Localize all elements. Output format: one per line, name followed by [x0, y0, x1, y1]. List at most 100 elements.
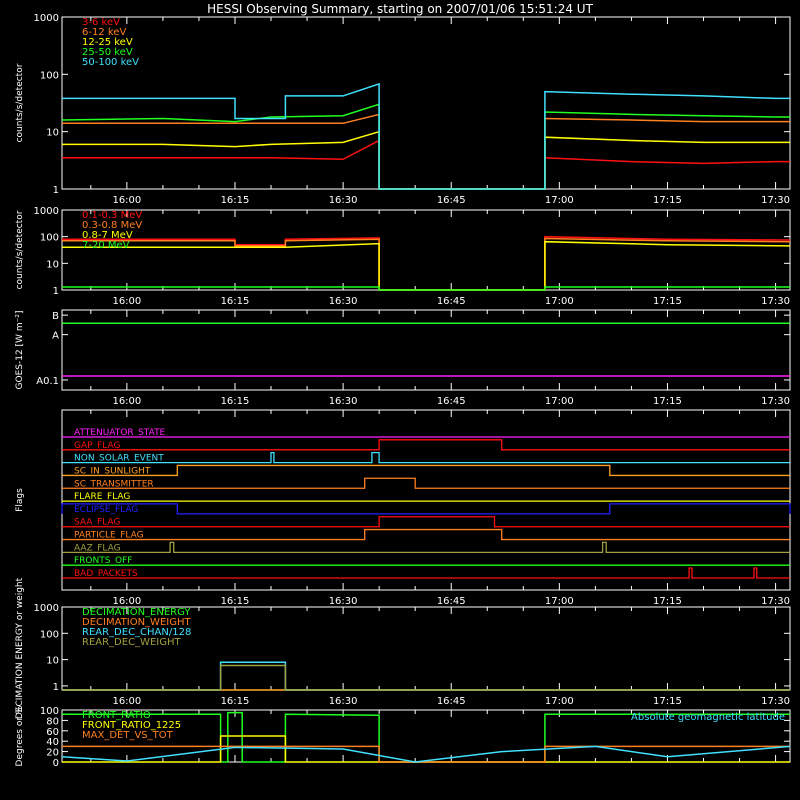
panel1-xtick-label: 16:30 — [329, 195, 358, 206]
panel5-series-3 — [62, 664, 790, 691]
panel1-ytick-label: 10 — [46, 128, 59, 139]
flag-line-sc_in_sunlight — [62, 464, 790, 477]
panel4-xtick-label: 16:45 — [437, 596, 466, 607]
panel1-series-1 — [62, 113, 790, 190]
panel5-xtick-label: 17:00 — [545, 696, 574, 707]
flag-label-non_solar_event: NON_SOLAR_EVENT — [74, 454, 164, 464]
panel3-xtick-label: 16:45 — [437, 396, 466, 407]
panel1-ytick-label: 1000 — [34, 13, 59, 24]
panel1-legend-2: 12-25 keV — [82, 37, 133, 48]
panel2-legend-2: 0.8-7 MeV — [82, 230, 133, 241]
panel1-xtick-label: 16:15 — [221, 195, 250, 206]
flag-line-bad_packets — [62, 567, 790, 579]
panel6-annotation: Absolute geomagnetic latitude — [631, 712, 785, 723]
panel4-ylabel: Flags — [15, 488, 25, 512]
panel6-ytick-label: 80 — [46, 716, 59, 727]
panel6-ylabel: Degrees or % — [15, 705, 25, 766]
panel1-ytick-label: 1 — [53, 185, 59, 196]
panel1-legend-0: 3-6 keV — [82, 17, 120, 28]
panel3-xtick-label: 16:15 — [221, 396, 250, 407]
flag-label-bad_packets: BAD_PACKETS — [74, 569, 138, 579]
panel6-legend-2: MAX_DET_VS_TOT — [82, 730, 174, 741]
panel3-ytick-label: B — [52, 311, 59, 322]
panel2-xtick-label: 16:45 — [437, 296, 466, 307]
panel4-xtick-label: 17:15 — [653, 596, 682, 607]
flag-line-particle_flag — [62, 528, 790, 541]
panel2-xtick-label: 17:00 — [545, 296, 574, 307]
panel1-series-0 — [62, 139, 790, 190]
panel6-series-2 — [62, 745, 790, 763]
flag-line-sc_transmitter — [62, 477, 790, 489]
panel2-ytick-label: 100 — [40, 233, 59, 244]
panel5-xtick-label: 16:45 — [437, 696, 466, 707]
panel5-legend-1: DECIMATION_WEIGHT — [82, 617, 191, 628]
flag-label-eclipse_flag: ECLIPSE_FLAG — [74, 505, 138, 515]
panel4-xtick-label: 16:30 — [329, 596, 358, 607]
panel3-frame — [61, 309, 791, 391]
panel1-ytick-label: 100 — [40, 70, 59, 81]
panel3-ytick-label: A0.1 — [36, 376, 59, 387]
panel5-ylabel: DECIMATION ENERGY or weight — [15, 577, 25, 719]
panel5: DECIMATION ENERGY or weight 1 10 100 1000 16:… — [15, 577, 791, 719]
panel2-legend-0: 0.1-0.3 MeV — [82, 210, 142, 221]
panel6-ytick-label: 0 — [53, 758, 59, 769]
panel1-xtick-label: 17:15 — [653, 195, 682, 206]
panel2-xtick-label: 16:15 — [221, 296, 250, 307]
panel5-ytick-label: 10 — [46, 656, 59, 667]
panel5-xtick-label: 17:15 — [653, 696, 682, 707]
panel4: Flags 16:00 16:15 16:30 16:45 17:00 17:15 17:30… — [15, 409, 791, 607]
panel6-legend-0: FRONT_RATIO — [82, 710, 151, 721]
panel1-xtick-label: 16:45 — [437, 195, 466, 206]
panel5-series-2 — [62, 661, 790, 691]
panel3-xtick-label: 16:30 — [329, 396, 358, 407]
panel2-xtick-label: 17:15 — [653, 296, 682, 307]
panel1-series-3 — [61, 103, 790, 190]
panel3-xtick-label: 17:00 — [545, 396, 574, 407]
flag-label-fronts_off: FRONTS_OFF — [74, 556, 132, 566]
panel1-series-2 — [62, 130, 790, 190]
panel2-legend-3: 7-20 MeV — [82, 240, 130, 251]
panel3-xtick-label: 17:30 — [761, 396, 790, 407]
panel3-ylabel: GOES-12 [W m⁻²] — [15, 311, 25, 390]
panel2-series-2 — [62, 240, 791, 291]
panel1-series-4 — [62, 82, 790, 190]
panel5-ytick-label: 100 — [40, 629, 59, 640]
panel2: counts/s/detector 1 10 100 1000 16:00 16:15 16:… — [15, 206, 791, 307]
panel4-xtick-label: 16:15 — [221, 596, 250, 607]
panel1-xtick-label: 17:30 — [761, 195, 790, 206]
panel5-legend-2: REAR_DEC_CHAN/128 — [82, 627, 191, 638]
panel3-ytick-label: A — [52, 331, 59, 342]
panel2-series-3 — [62, 286, 790, 291]
panel1-legend-1: 6-12 keV — [82, 27, 126, 38]
panel2-ytick-label: 10 — [46, 259, 59, 270]
flag-line-gap_flag — [62, 439, 790, 451]
panel2-xtick-label: 16:30 — [329, 296, 358, 307]
panel5-xtick-label: 16:00 — [112, 696, 141, 707]
panel6-ytick-label: 20 — [46, 748, 59, 759]
panel6-ytick-label: 40 — [46, 737, 59, 748]
panel6-legend-1: FRONT_RATIO_1225 — [82, 720, 181, 731]
panel2-ytick-label: 1 — [53, 286, 59, 297]
panel2-xtick-label: 16:00 — [112, 296, 141, 307]
flag-line-eclipse_flag — [61, 503, 791, 515]
flag-line-saa_flag — [62, 516, 790, 528]
panel1-legend-4: 50-100 keV — [82, 57, 139, 68]
panel4-xtick-label: 16:00 — [112, 596, 141, 607]
flag-label-sc_transmitter: SC_TRANSMITTER — [74, 479, 154, 489]
panel5-ytick-label: 1 — [53, 682, 59, 693]
panel6-ytick-label: 60 — [46, 727, 59, 738]
panel2-ylabel: counts/s/detector — [15, 210, 25, 289]
panel4-xtick-label: 17:00 — [545, 596, 574, 607]
flag-label-saa_flag: SAA_FLAG — [74, 518, 120, 528]
panel3-xtick-label: 16:00 — [112, 396, 141, 407]
panel5-xtick-label: 16:30 — [329, 696, 358, 707]
panel2-series-1 — [62, 237, 791, 291]
panel1: counts/s/detector 1 10 100 1000 16:00 16:15 16:… — [15, 13, 791, 206]
panel5-xtick-label: 16:15 — [221, 696, 250, 707]
panel2-legend-1: 0.3-0.8 MeV — [82, 220, 142, 231]
panel5-xtick-label: 17:30 — [761, 696, 790, 707]
flag-label-gap_flag: GAP_FLAG — [74, 441, 120, 451]
